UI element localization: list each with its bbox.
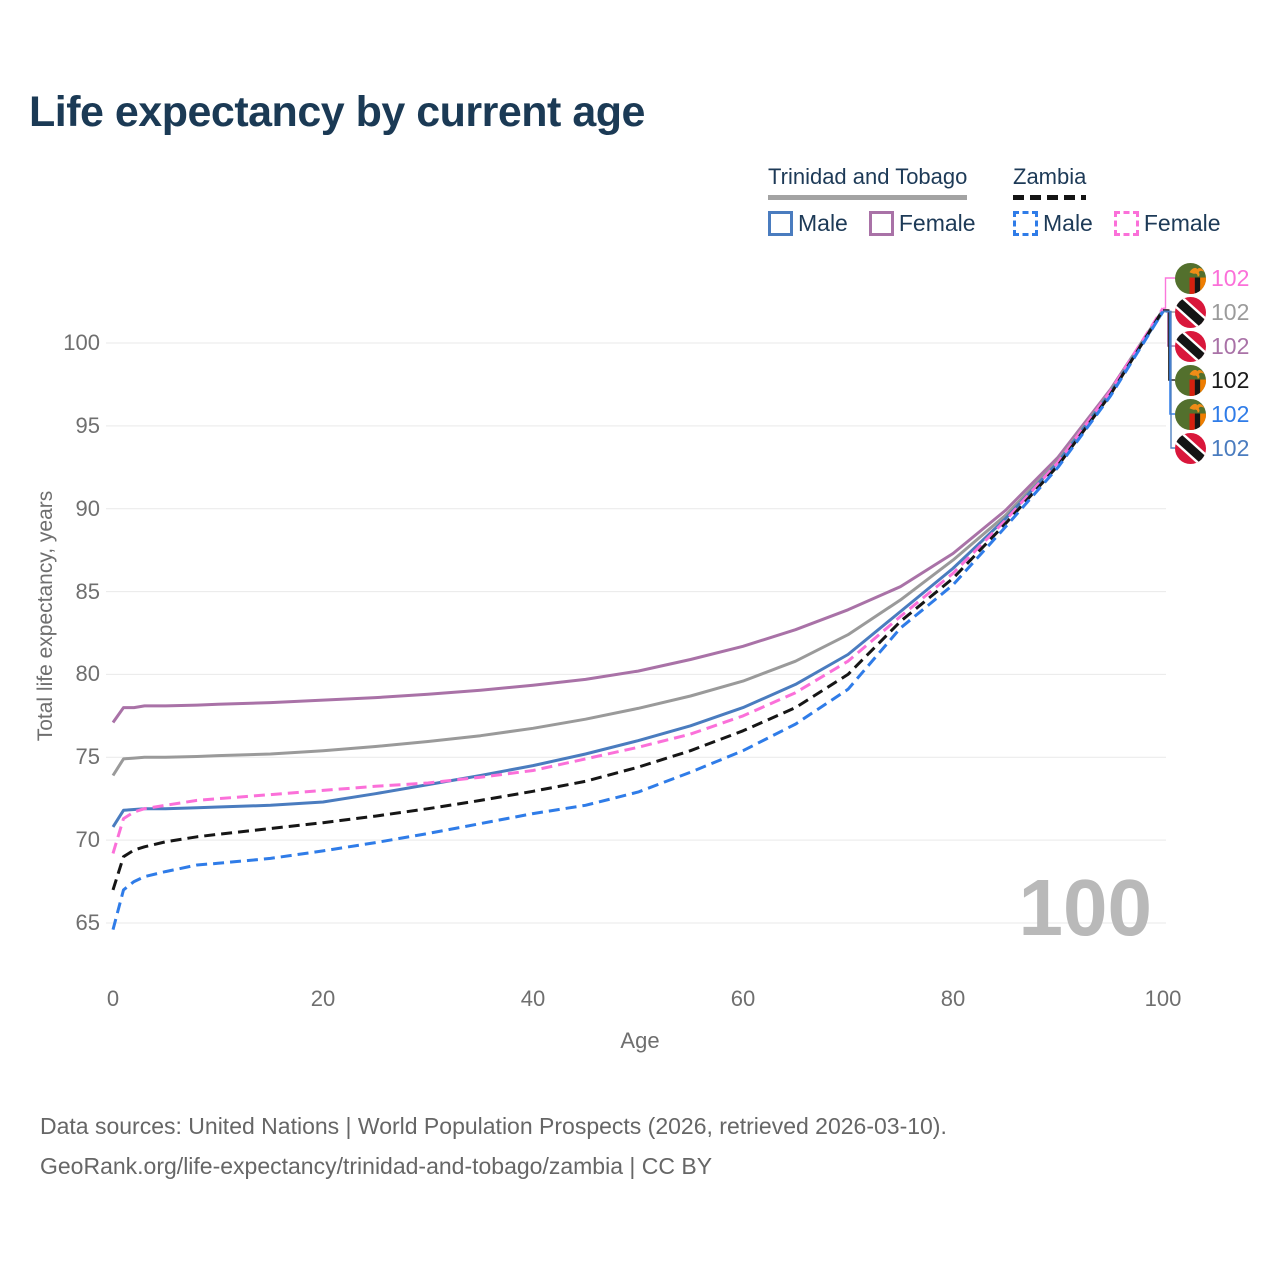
legend-heading-label: Zambia [1013, 164, 1087, 189]
series-line-2 [111, 310, 1165, 828]
leader-line [1163, 310, 1175, 449]
y-axis-title: Total life expectancy, years [34, 490, 57, 742]
x-tick-label-100: 100 [1144, 986, 1182, 1011]
end-label-row: 102 [1175, 295, 1249, 329]
legend-item-zambia-male: Male [1013, 210, 1093, 237]
y-tick-label-70: 70 [75, 827, 100, 853]
trinidad-and-tobago-flag-icon [1175, 330, 1206, 362]
footer-url: GeoRank.org/life-expectancy/trinidad-and… [40, 1153, 713, 1179]
y-tick-label-80: 80 [75, 661, 100, 687]
series-line-5 [111, 310, 1165, 930]
series-line-3 [111, 307, 1165, 854]
y-tick-label-95: 95 [75, 412, 100, 438]
end-label-row: 102 [1175, 431, 1249, 465]
trinidad-and-tobago-flag-icon [1175, 296, 1206, 328]
y-tick-label-90: 90 [75, 495, 100, 521]
age-counter-watermark: 100 [1018, 863, 1152, 952]
y-tick-label-75: 75 [75, 744, 100, 770]
x-tick-label-20: 20 [310, 986, 336, 1011]
zambia-flag-icon [1175, 262, 1206, 294]
end-value: 102 [1211, 332, 1250, 359]
series-line-0 [111, 309, 1165, 724]
series-line-1 [111, 309, 1165, 777]
legend-item-label: Male [1043, 210, 1093, 236]
legend-swatch-tt-male [768, 211, 793, 236]
legend-swatch-zambia-female [1113, 211, 1139, 236]
page-title: Life expectancy by current age [29, 88, 645, 136]
legend-underline-solid [768, 195, 968, 200]
legend-heading-trinidad-and-tobago: Trinidad and Tobago [768, 164, 968, 200]
legend-heading-zambia: Zambia [1013, 164, 1087, 200]
x-axis-title: Age [620, 1028, 660, 1053]
trinidad-and-tobago-flag-icon [1175, 432, 1206, 464]
legend-item-label: Male [798, 210, 848, 236]
legend-item-tt-male: Male [768, 210, 848, 237]
legend-heading-label: Trinidad and Tobago [768, 164, 968, 189]
legend-group-zambia: Zambia Male Female [1013, 164, 1242, 237]
end-label-row: 102 [1175, 363, 1249, 397]
footer: Data sources: United Nations | World Pop… [40, 1106, 947, 1186]
legend-group-trinidad-and-tobago: Trinidad and Tobago Male Female [768, 164, 997, 237]
x-tick-label-60: 60 [730, 986, 756, 1011]
x-tick-label-0: 0 [106, 986, 120, 1011]
end-label-row: 102 [1175, 261, 1249, 295]
end-value: 102 [1211, 434, 1250, 461]
legend-item-label: Female [898, 210, 976, 236]
x-tick-label-80: 80 [940, 986, 966, 1011]
legend-item-label: Female [1143, 210, 1221, 236]
end-value: 102 [1211, 366, 1250, 393]
y-tick-label-100: 100 [63, 330, 100, 355]
legend-swatch-tt-female [868, 211, 894, 236]
leader-line [1163, 309, 1175, 381]
series-line-4 [111, 309, 1165, 891]
leader-line [1163, 277, 1175, 309]
zambia-flag-icon [1175, 364, 1206, 396]
y-tick-label-65: 65 [75, 909, 100, 935]
legend-underline-dashed [1013, 195, 1087, 200]
y-tick-label-85: 85 [75, 578, 100, 604]
x-tick-label-40: 40 [520, 986, 546, 1011]
legend-swatch-zambia-male [1013, 211, 1038, 236]
end-value: 102 [1211, 298, 1250, 325]
end-label-row: 102 [1175, 329, 1249, 363]
end-value: 102 [1211, 400, 1250, 427]
footer-data-sources: Data sources: United Nations | World Pop… [40, 1113, 947, 1139]
end-value: 102 [1211, 264, 1250, 291]
end-label-row: 102 [1175, 397, 1249, 431]
legend-item-zambia-female: Female [1113, 210, 1221, 237]
zambia-flag-icon [1175, 398, 1206, 430]
end-value-labels: 102 102 102 102 102 102 [1175, 261, 1249, 465]
legend-item-tt-female: Female [868, 210, 976, 237]
